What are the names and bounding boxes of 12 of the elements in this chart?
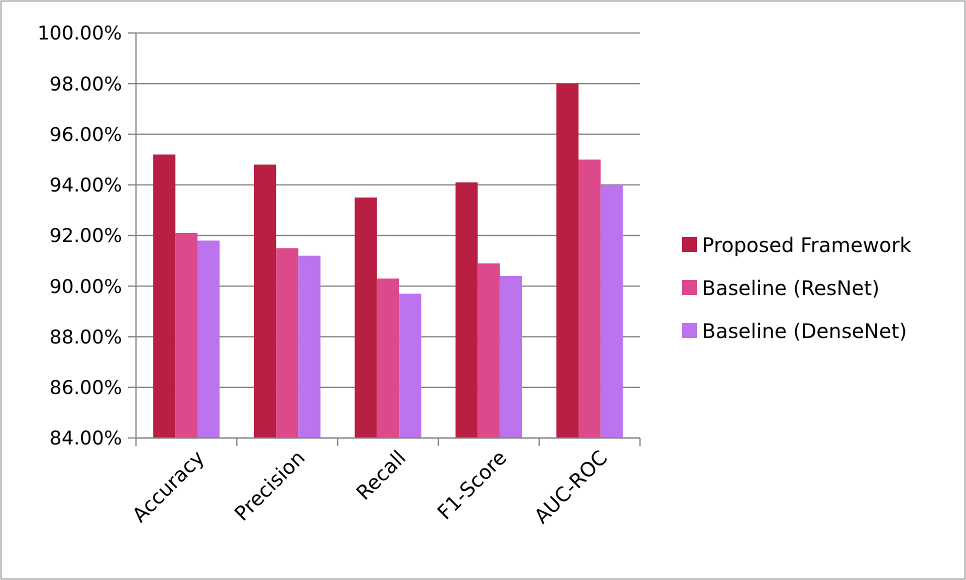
legend-label: Proposed Framework <box>702 233 912 257</box>
legend-label: Baseline (ResNet) <box>702 276 880 300</box>
y-tick-label: 84.00% <box>50 428 122 450</box>
y-tick-label: 92.00% <box>50 225 122 248</box>
y-tick-label: 98.00% <box>50 73 122 96</box>
y-tick-label: 88.00% <box>50 326 122 348</box>
y-tick-label: 100.00% <box>37 22 122 45</box>
y-tick-label: 96.00% <box>50 124 122 146</box>
y-tick-label: 90.00% <box>50 276 122 298</box>
legend-label: Baseline (DenseNet) <box>702 319 907 343</box>
y-tick-label: 86.00% <box>50 377 122 400</box>
y-tick-label: 94.00% <box>50 174 122 197</box>
